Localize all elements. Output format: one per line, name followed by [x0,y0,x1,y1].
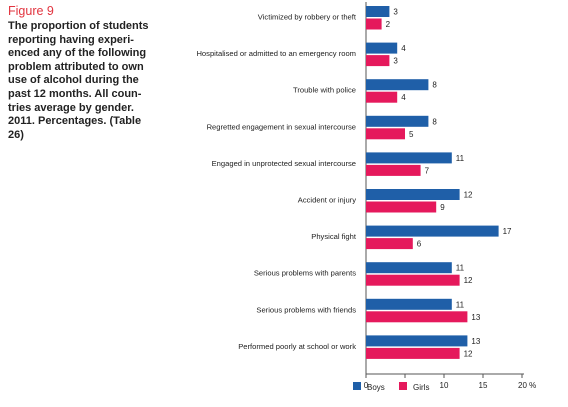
data-label: 12 [464,191,473,200]
category-label: Regretted engagement in sexual intercour… [207,122,356,131]
data-label: 9 [440,203,445,212]
bar-boys [366,115,429,127]
bar-boys [366,335,468,347]
figure-caption: The proportion of students reporting hav… [8,20,149,141]
data-label: 4 [401,93,406,102]
legend-swatch-girls [399,382,407,390]
category-label: Accident or injury [298,196,356,205]
category-label: Serious problems with friends [256,305,356,314]
bar-girls [366,347,460,359]
bar-boys [366,262,452,274]
data-label: 11 [456,154,465,163]
bar-girls [366,311,468,323]
data-label: 7 [425,166,430,175]
category-label: Engaged in unprotected sexual intercours… [212,159,356,168]
data-label: 8 [432,81,437,90]
data-label: 5 [409,130,414,139]
x-tick-label: 10 [440,381,449,390]
data-label: 4 [401,44,406,53]
bar-boys [366,152,452,164]
bar-girls [366,18,382,30]
data-label: 3 [393,57,398,66]
legend-label-boys: Boys [367,383,385,392]
legend-label-girls: Girls [413,383,429,392]
bar-girls [366,91,398,103]
data-label: 8 [432,117,437,126]
category-label: Serious problems with parents [254,269,356,278]
data-label: 11 [456,300,465,309]
bar-boys [366,225,499,237]
bar-girls [366,164,421,176]
x-tick-label: 0 [364,381,369,390]
x-tick-label: 20 % [518,381,536,390]
data-label: 12 [464,276,473,285]
category-label: Trouble with police [293,86,356,95]
bar-girls [366,55,390,67]
data-label: 17 [503,227,512,236]
category-label: Performed poorly at school or work [238,342,356,351]
category-label: Victimized by robbery or theft [258,13,357,22]
bar-boys [366,42,398,54]
data-label: 12 [464,349,473,358]
data-label: 13 [471,313,480,322]
bar-boys [366,189,460,200]
data-label: 11 [456,264,465,273]
x-tick-label: 15 [479,381,488,390]
data-label: 13 [471,337,480,346]
category-label: Hospitalised or admitted to an emergency… [196,49,356,58]
bar-boys [366,79,429,91]
bar-girls [366,274,460,286]
bar-boys [366,6,390,17]
figure-label: Figure 9 [8,4,54,18]
data-label: 6 [417,240,422,249]
bar-girls [366,238,413,250]
data-label: 3 [393,8,398,17]
category-label: Physical fight [311,232,357,241]
bar-boys [366,298,452,310]
data-label: 2 [386,20,391,29]
bar-girls [366,128,405,140]
legend-swatch-boys [353,382,361,390]
bar-girls [366,201,437,213]
